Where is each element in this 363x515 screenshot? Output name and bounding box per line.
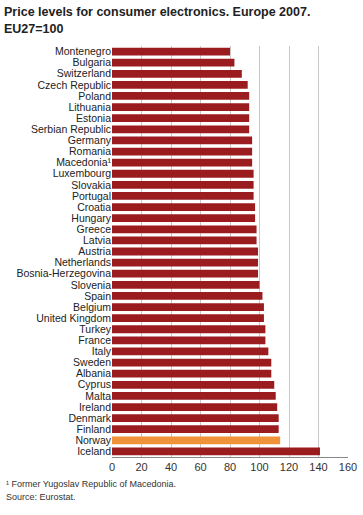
svg-text:Hungary: Hungary: [71, 212, 111, 224]
svg-text:Cyprus: Cyprus: [78, 378, 111, 390]
svg-text:Turkey: Turkey: [79, 323, 111, 335]
svg-text:Malta: Malta: [85, 390, 111, 402]
svg-text:Source: Eurostat.: Source: Eurostat.: [6, 492, 76, 502]
svg-text:60: 60: [194, 461, 206, 473]
svg-text:United Kingdom: United Kingdom: [36, 312, 111, 324]
svg-text:Luxembourg: Luxembourg: [53, 167, 112, 179]
svg-text:Portugal: Portugal: [72, 190, 111, 202]
svg-text:Bulgaria: Bulgaria: [72, 56, 111, 68]
svg-text:Denmark: Denmark: [68, 412, 111, 424]
svg-text:Germany: Germany: [68, 134, 112, 146]
svg-text:Iceland: Iceland: [77, 445, 111, 457]
svg-text:Bosnia-Herzegovina: Bosnia-Herzegovina: [16, 267, 111, 279]
svg-text:Finland: Finland: [77, 423, 112, 435]
svg-text:Albania: Albania: [76, 367, 111, 379]
svg-text:Switzerland: Switzerland: [57, 67, 111, 79]
svg-text:Slovakia: Slovakia: [71, 179, 111, 191]
svg-text:Austria: Austria: [78, 245, 111, 257]
svg-text:Czech Republic: Czech Republic: [37, 79, 111, 91]
svg-text:Romania: Romania: [69, 145, 111, 157]
svg-text:France: France: [78, 334, 111, 346]
svg-text:Spain: Spain: [84, 290, 111, 302]
svg-text:Serbian Republic: Serbian Republic: [31, 123, 111, 135]
svg-text:¹ Former Yugoslav Republic of: ¹ Former Yugoslav Republic of Macedonia.: [6, 479, 176, 489]
svg-text:Belgium: Belgium: [73, 301, 111, 313]
svg-text:Price levels for consumer elec: Price levels for consumer electronics. E…: [4, 5, 310, 35]
svg-text:160: 160: [339, 461, 357, 473]
svg-text:Netherlands: Netherlands: [54, 256, 111, 268]
svg-text:Latvia: Latvia: [83, 234, 111, 246]
svg-text:Greece: Greece: [77, 223, 112, 235]
svg-text:Macedonia¹: Macedonia¹: [56, 156, 111, 168]
svg-text:Sweden: Sweden: [73, 356, 111, 368]
svg-text:0: 0: [109, 461, 115, 473]
svg-text:Norway: Norway: [75, 434, 111, 446]
svg-text:140: 140: [309, 461, 327, 473]
svg-text:20: 20: [135, 461, 147, 473]
svg-text:Poland: Poland: [78, 90, 111, 102]
svg-text:Lithuania: Lithuania: [68, 101, 111, 113]
svg-text:100: 100: [250, 461, 268, 473]
svg-text:Italy: Italy: [92, 345, 112, 357]
svg-text:120: 120: [280, 461, 298, 473]
svg-text:Montenegro: Montenegro: [55, 45, 111, 57]
svg-text:Estonia: Estonia: [76, 112, 111, 124]
svg-text:40: 40: [165, 461, 177, 473]
svg-text:Ireland: Ireland: [79, 401, 111, 413]
svg-text:Croatia: Croatia: [77, 201, 111, 213]
svg-text:80: 80: [224, 461, 236, 473]
svg-text:Slovenia: Slovenia: [71, 278, 111, 290]
